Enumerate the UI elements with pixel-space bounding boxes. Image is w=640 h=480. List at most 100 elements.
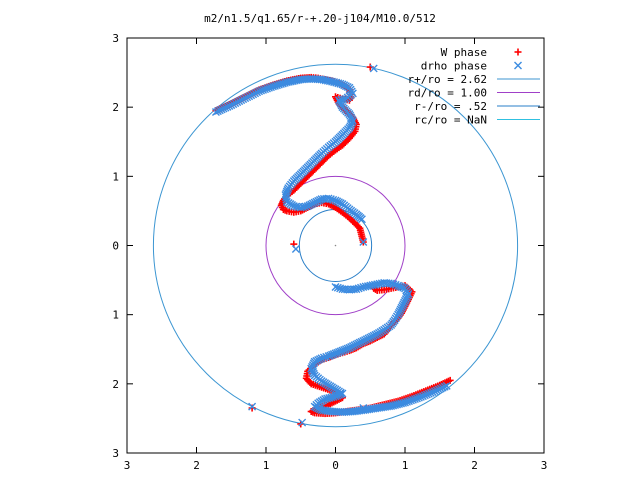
cross-b bbox=[442, 381, 451, 390]
center-dot bbox=[334, 244, 337, 247]
cross-b bbox=[243, 93, 252, 102]
cross-b bbox=[329, 195, 338, 204]
point-cross bbox=[354, 284, 363, 293]
cross-b bbox=[333, 283, 342, 292]
point-cross bbox=[241, 94, 250, 103]
cross-b bbox=[249, 90, 258, 99]
point-cross bbox=[245, 92, 254, 101]
point-cross bbox=[436, 384, 445, 393]
cross-b bbox=[251, 89, 260, 98]
cross-b bbox=[323, 76, 332, 85]
point-cross bbox=[291, 244, 300, 253]
cross-b bbox=[282, 195, 291, 204]
cross-b bbox=[354, 284, 363, 293]
cross-b bbox=[241, 94, 250, 103]
x-tick-label: 2 bbox=[471, 459, 478, 472]
point-cross bbox=[229, 100, 238, 109]
cross-b bbox=[324, 352, 333, 361]
cross-b bbox=[229, 100, 238, 109]
legend-label: rc/ro = NaN bbox=[414, 114, 487, 127]
legend-label: r+/ro = 2.62 bbox=[408, 73, 487, 86]
point-cross bbox=[356, 283, 365, 292]
legend-label: r-/ro = .52 bbox=[414, 100, 487, 113]
point-cross bbox=[326, 195, 335, 204]
data-points bbox=[211, 63, 454, 428]
legend-label: W phase bbox=[441, 46, 487, 59]
y-tick-label: 2 bbox=[112, 378, 119, 391]
cross-b bbox=[331, 283, 340, 291]
point-cross bbox=[357, 215, 366, 224]
point-cross bbox=[324, 194, 333, 203]
cross-b bbox=[235, 97, 244, 106]
cross-b bbox=[438, 383, 447, 392]
point-cross bbox=[239, 95, 248, 104]
cross-b bbox=[248, 402, 257, 411]
cross-b bbox=[247, 91, 256, 100]
point-cross bbox=[352, 285, 361, 294]
cross-b bbox=[369, 64, 378, 73]
cross-b bbox=[395, 282, 404, 291]
point-cross bbox=[387, 279, 396, 288]
y-tick-label: 1 bbox=[112, 170, 119, 183]
cross-b bbox=[387, 279, 396, 288]
point-cross bbox=[322, 352, 331, 361]
point-cross bbox=[359, 404, 368, 413]
legend-marker bbox=[514, 61, 522, 70]
cross-b bbox=[430, 387, 439, 396]
cross-b bbox=[328, 77, 337, 86]
chart-title: m2/n1.5/q1.65/r-+.20-j104/M10.0/512 bbox=[204, 12, 436, 25]
cross-b bbox=[321, 406, 330, 415]
cross-b bbox=[357, 215, 366, 224]
point-cross bbox=[369, 64, 378, 73]
point-cross bbox=[430, 387, 439, 396]
point-cross bbox=[225, 101, 234, 110]
x-tick-label: 0 bbox=[332, 459, 339, 472]
point-cross bbox=[235, 97, 244, 106]
cross-b bbox=[245, 92, 254, 101]
cross-b bbox=[428, 388, 437, 397]
cross-b bbox=[225, 101, 234, 110]
point-cross bbox=[298, 418, 307, 427]
legend-marker bbox=[514, 48, 522, 56]
cross-b bbox=[315, 75, 324, 84]
cross-b bbox=[359, 404, 368, 413]
cross-b bbox=[356, 283, 365, 292]
cross-b bbox=[432, 386, 441, 395]
point-cross bbox=[233, 98, 242, 107]
cross-b bbox=[436, 384, 445, 393]
x-tick-label: 3 bbox=[541, 459, 548, 472]
cross-b bbox=[298, 418, 307, 427]
y-tick-label: 0 bbox=[112, 240, 119, 253]
y-tick-label: 3 bbox=[112, 32, 119, 45]
cross-b bbox=[321, 76, 330, 85]
cross-b bbox=[291, 244, 300, 253]
cross-b bbox=[332, 78, 341, 87]
point-cross bbox=[249, 90, 258, 99]
point-cross bbox=[248, 402, 257, 411]
cross-b bbox=[440, 382, 449, 391]
point-cross bbox=[247, 91, 256, 100]
cross-b bbox=[389, 280, 398, 289]
x-tick-label: 2 bbox=[193, 459, 200, 472]
cross-b bbox=[326, 195, 335, 204]
point-cross bbox=[333, 283, 342, 292]
y-tick-label: 2 bbox=[112, 101, 119, 114]
cross-b bbox=[352, 285, 361, 294]
cross-b bbox=[319, 406, 328, 415]
circle-rd bbox=[265, 175, 406, 316]
x-tick-label: 1 bbox=[263, 459, 270, 472]
cross-b bbox=[334, 79, 343, 88]
cross-b bbox=[336, 79, 345, 88]
point-cross bbox=[442, 381, 451, 390]
cross-b bbox=[227, 101, 236, 110]
cross-b bbox=[324, 194, 333, 203]
cross-b bbox=[397, 283, 406, 291]
point-cross bbox=[434, 385, 443, 394]
point-cross bbox=[438, 383, 447, 392]
cross-b bbox=[322, 352, 331, 361]
point-cross bbox=[428, 388, 437, 397]
point-cross bbox=[227, 101, 236, 110]
point-cross bbox=[231, 99, 240, 108]
